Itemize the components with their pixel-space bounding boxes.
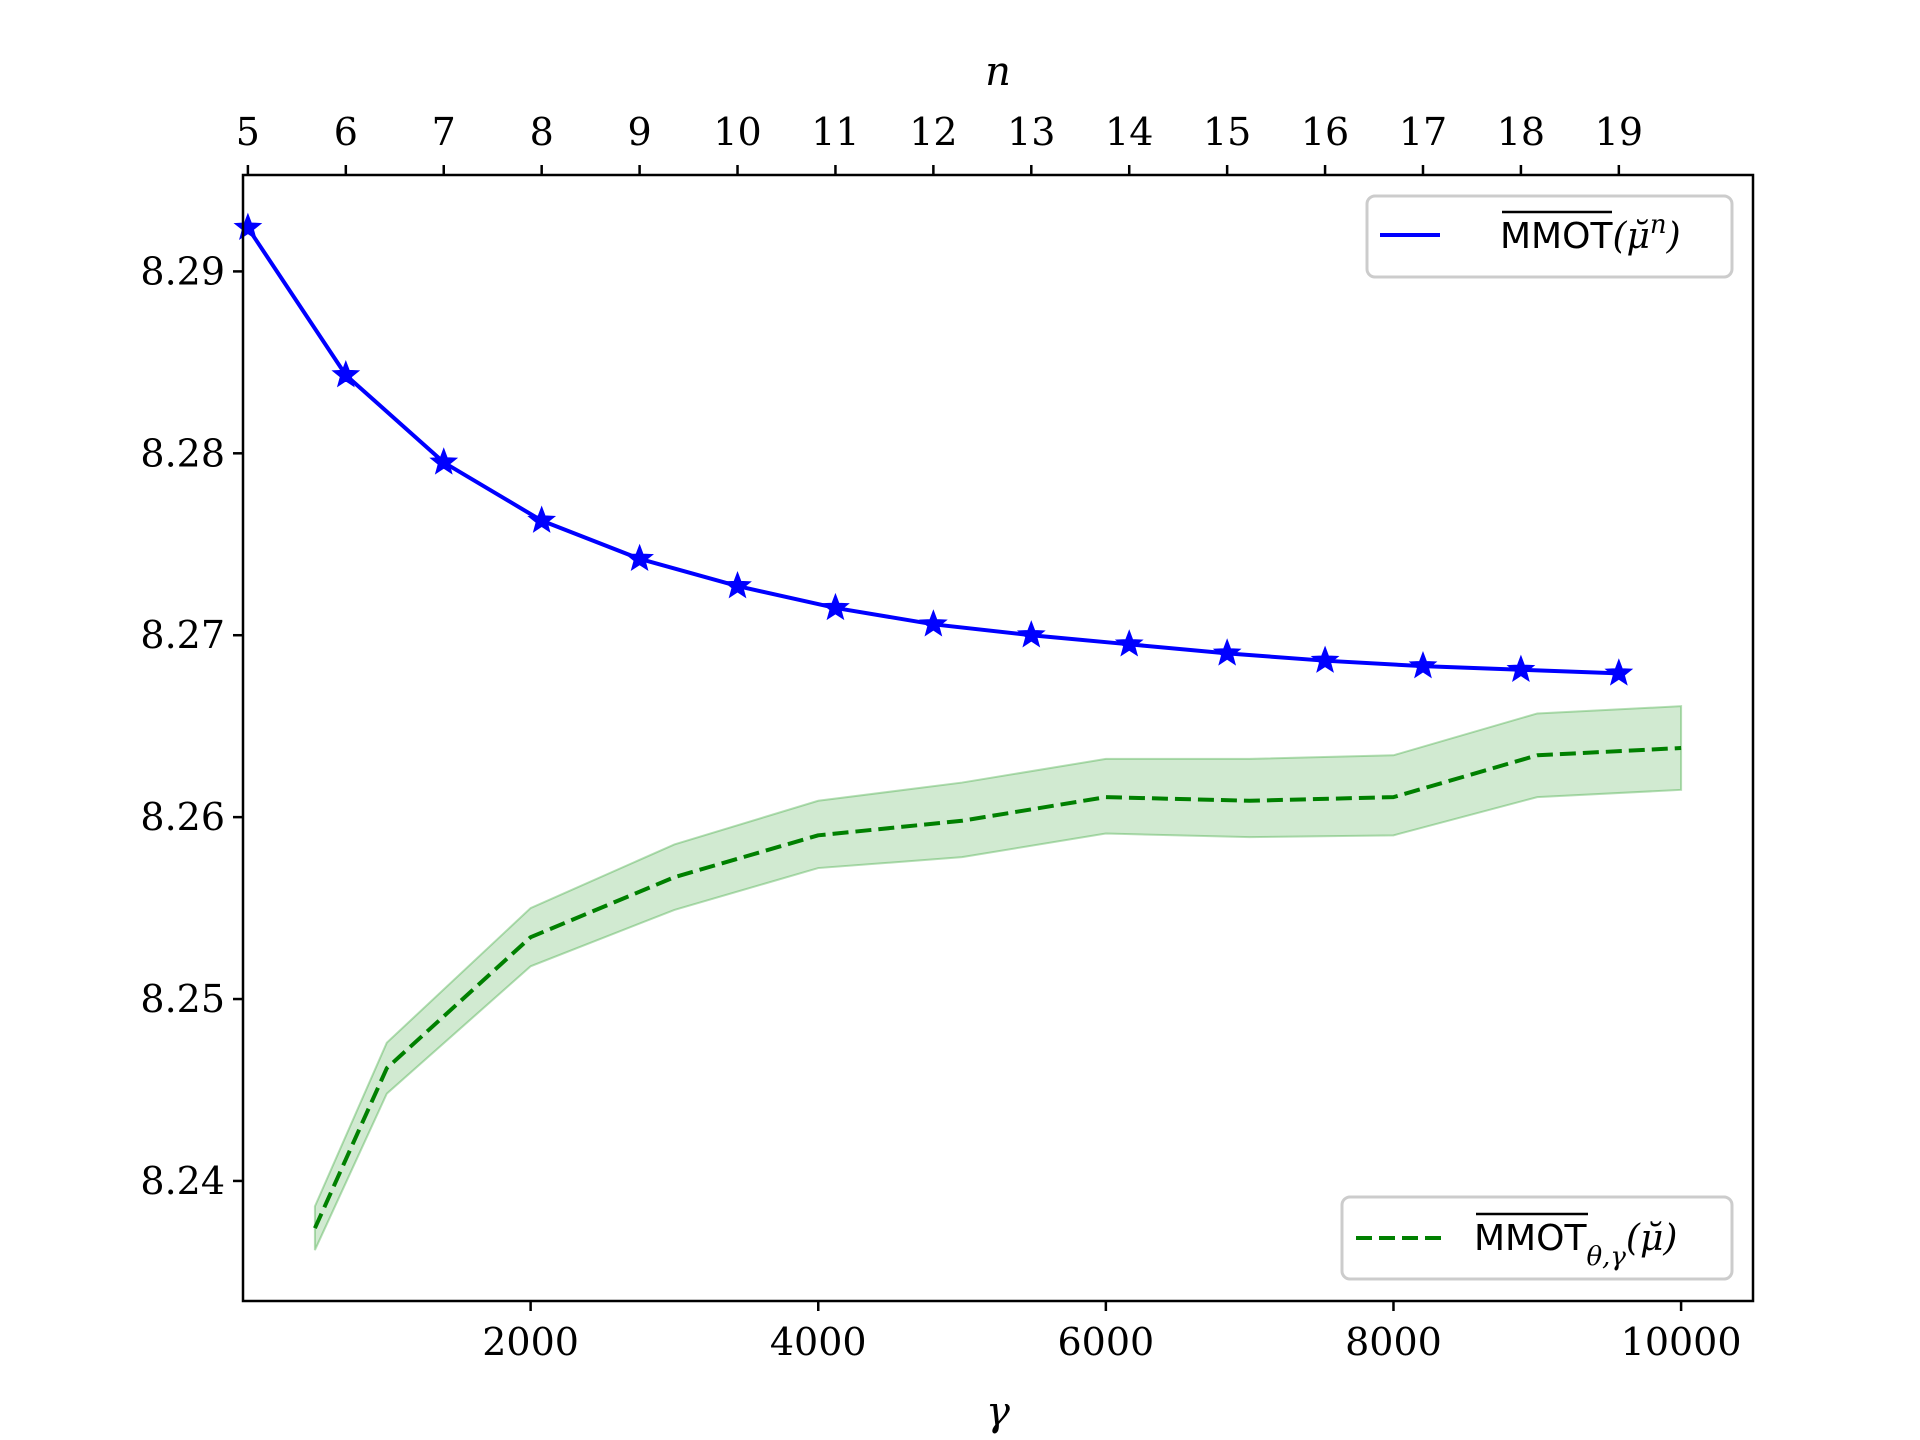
data-point-star bbox=[1506, 654, 1536, 683]
legend-label-green-args: (μ̆) bbox=[1626, 1218, 1678, 1259]
confidence-band-layer bbox=[313, 705, 1683, 1251]
x-top-tick-label: 15 bbox=[1203, 110, 1251, 154]
data-point-star bbox=[429, 447, 459, 475]
x-top-tick-label: 16 bbox=[1301, 110, 1349, 154]
x-top-tick-label: 19 bbox=[1595, 110, 1643, 154]
data-point-star bbox=[527, 505, 557, 533]
data-point-star bbox=[723, 570, 752, 599]
x-top-tick-label: 12 bbox=[909, 110, 957, 154]
x-bottom-tick-label: 10000 bbox=[1621, 1320, 1742, 1364]
x-top-axis-label: n bbox=[985, 49, 1011, 95]
y-tick-label: 8.24 bbox=[140, 1159, 225, 1203]
legend-box-blue bbox=[1365, 194, 1734, 279]
data-point-star bbox=[1016, 620, 1046, 648]
plot-frame bbox=[241, 173, 1755, 1303]
x-bottom-tick-label: 4000 bbox=[770, 1320, 867, 1364]
x-top-tick-label: 6 bbox=[334, 110, 358, 154]
legend-label-green: MMOTθ,γ(μ̆) bbox=[1474, 1218, 1677, 1272]
data-point-star bbox=[821, 592, 850, 621]
x-top-tick-label: 14 bbox=[1105, 110, 1153, 154]
legend-label-green-sub: θ,γ bbox=[1586, 1242, 1626, 1272]
data-point-star bbox=[1310, 645, 1340, 673]
y-tick-label: 8.29 bbox=[140, 249, 225, 293]
legend-box-green bbox=[1340, 1195, 1734, 1281]
x-bottom-axis-label: γ bbox=[986, 1389, 1010, 1435]
x-bottom-tick-label: 6000 bbox=[1057, 1320, 1154, 1364]
legend-label-blue-sup: n bbox=[1650, 210, 1667, 240]
x-bottom-tick-label: 8000 bbox=[1345, 1320, 1442, 1364]
data-point-star bbox=[331, 359, 361, 388]
legend-top-right: MMOT(μ̆n) bbox=[1365, 194, 1734, 279]
confidence-band bbox=[313, 705, 1683, 1251]
axis-layer: 8.24 8.25 8.26 8.27 8.28 8.29 2000 4000 6000 8000… bbox=[140, 110, 1741, 1364]
x-bottom-tick-label: 2000 bbox=[482, 1320, 579, 1364]
x-top-tick-label: 10 bbox=[713, 110, 761, 154]
x-top-tick-label: 17 bbox=[1399, 110, 1447, 154]
series-line-green bbox=[313, 746, 1682, 1230]
data-point-star bbox=[625, 543, 654, 572]
x-top-tick-label: 9 bbox=[628, 110, 652, 154]
data-point-star bbox=[1604, 658, 1634, 686]
x-top-tick-label: 11 bbox=[811, 110, 859, 154]
legend-bottom-right: MMOTθ,γ(μ̆) bbox=[1340, 1195, 1734, 1281]
data-point-star bbox=[1212, 638, 1242, 666]
legend-label-blue: MMOT(μ̆n) bbox=[1500, 210, 1681, 257]
legend-label-blue-args: (μ̆ bbox=[1612, 216, 1649, 257]
x-top-tick-label: 18 bbox=[1497, 110, 1545, 154]
legend-label-blue-main: MMOT bbox=[1500, 216, 1613, 257]
data-point-star bbox=[918, 609, 948, 637]
legend-label-green-main: MMOT bbox=[1474, 1218, 1587, 1259]
data-point-star bbox=[1114, 629, 1144, 657]
x-top-tick-label: 8 bbox=[530, 110, 554, 154]
y-tick-label: 8.28 bbox=[140, 431, 225, 475]
x-top-tick-label: 13 bbox=[1007, 110, 1055, 154]
x-top-tick-label: 7 bbox=[432, 110, 456, 154]
data-point-star bbox=[1408, 651, 1438, 679]
x-top-tick-label: 5 bbox=[236, 110, 260, 154]
data-point-star bbox=[233, 212, 263, 240]
series-layer bbox=[233, 212, 1682, 1230]
legend-label-blue-close: ) bbox=[1666, 216, 1681, 257]
series-line-blue bbox=[246, 226, 1619, 676]
y-tick-label: 8.25 bbox=[140, 977, 225, 1021]
y-tick-label: 8.27 bbox=[140, 613, 225, 657]
y-tick-label: 8.26 bbox=[140, 795, 225, 839]
